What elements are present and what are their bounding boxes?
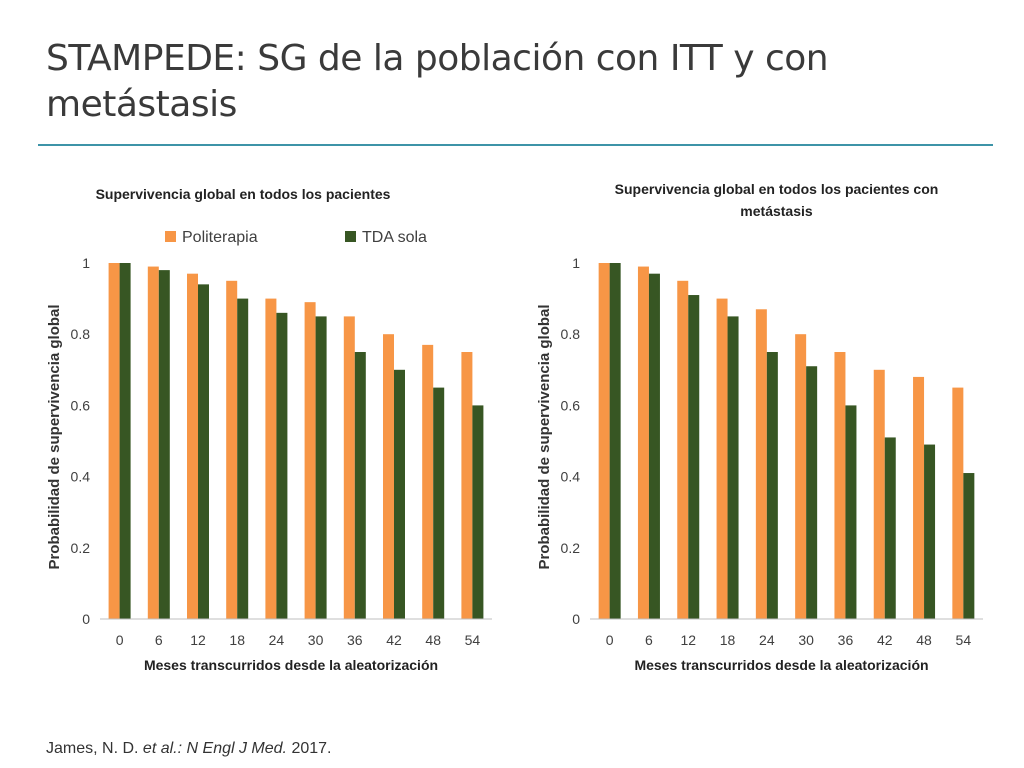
chart2-title-line1: Supervivencia global en todos los pacien… bbox=[615, 181, 939, 197]
chart1-bar-politerapia-0 bbox=[108, 263, 120, 619]
slide-title: STAMPEDE: SG de la población con ITT y c… bbox=[46, 36, 986, 128]
chart2-bar-tda-sola-0 bbox=[609, 263, 621, 619]
chart1-bar-tda-sola-30 bbox=[315, 316, 327, 619]
chart1-bar-tda-sola-36 bbox=[354, 352, 366, 619]
chart1-xtick-label: 54 bbox=[465, 632, 481, 648]
chart2-ytick-label: 0.4 bbox=[561, 469, 581, 485]
chart1-bar-tda-sola-42 bbox=[394, 369, 405, 619]
chart1-ytick-label: 0.4 bbox=[71, 469, 91, 485]
slide-title-line2: metástasis bbox=[46, 84, 237, 125]
chart2-bar-tda-sola-12 bbox=[688, 295, 700, 619]
chart2-bar-tda-sola-30 bbox=[806, 366, 818, 619]
chart2-xtick-label: 18 bbox=[720, 632, 736, 648]
chart2-bar-politerapia-36 bbox=[834, 352, 846, 619]
chart2-ytick-label: 0.6 bbox=[561, 397, 581, 413]
chart1-ytick-label: 0.2 bbox=[71, 540, 91, 556]
chart2-xlabel: Meses transcurridos desde la aleatorizac… bbox=[634, 657, 928, 673]
title-divider bbox=[38, 144, 993, 146]
chart1-legend-swatch-1 bbox=[165, 231, 176, 242]
chart1-bar-tda-sola-6 bbox=[158, 270, 170, 619]
chart1-xtick-label: 30 bbox=[308, 632, 324, 648]
chart1-bar-politerapia-42 bbox=[383, 334, 394, 619]
chart2-bar-tda-sola-24 bbox=[766, 352, 778, 619]
citation-etal: et al.: bbox=[142, 740, 183, 757]
chart1-bar-politerapia-36 bbox=[343, 316, 355, 619]
chart2-xtick-label: 6 bbox=[645, 632, 653, 648]
chart2-ylabel: Probabilidad de supervivencia global bbox=[536, 304, 553, 569]
chart2-xtick-label: 24 bbox=[759, 632, 775, 648]
chart2-bar-politerapia-18 bbox=[716, 298, 728, 619]
chart1-ytick-label: 0.8 bbox=[71, 326, 91, 342]
chart1-ytick-label: 0 bbox=[82, 611, 90, 627]
chart2-bar-politerapia-30 bbox=[795, 334, 807, 619]
chart1-xlabel: Meses transcurridos desde la aleatorizac… bbox=[144, 657, 438, 673]
chart2-xtick-label: 30 bbox=[798, 632, 814, 648]
chart1-ylabel: Probabilidad de supervivencia global bbox=[46, 304, 63, 569]
chart1-bar-politerapia-12 bbox=[187, 273, 198, 619]
chart2-ytick-label: 0.8 bbox=[561, 326, 581, 342]
chart2-bar-tda-sola-54 bbox=[963, 473, 975, 619]
chart1-bar-tda-sola-18 bbox=[237, 298, 249, 619]
chart1-bar-politerapia-18 bbox=[226, 280, 238, 619]
chart2-bar-politerapia-0 bbox=[598, 263, 610, 619]
chart2-bar-tda-sola-6 bbox=[648, 273, 660, 619]
citation-journal: N Engl J Med. bbox=[186, 740, 287, 757]
chart1-xtick-label: 12 bbox=[190, 632, 206, 648]
chart2-ytick-label: 0.2 bbox=[561, 540, 581, 556]
chart2-bar-politerapia-24 bbox=[755, 309, 767, 619]
chart1-bar-tda-sola-0 bbox=[119, 263, 131, 619]
chart2-bar-politerapia-54 bbox=[952, 387, 964, 619]
chart1-xtick-label: 24 bbox=[269, 632, 285, 648]
chart2-xtick-label: 12 bbox=[680, 632, 696, 648]
chart1-ytick-label: 0.6 bbox=[71, 397, 91, 413]
chart2-bar-politerapia-42 bbox=[873, 369, 885, 619]
chart2-title-line2: metástasis bbox=[740, 203, 813, 219]
chart2-bar-tda-sola-48 bbox=[924, 444, 936, 619]
slide-title-line1: STAMPEDE: SG de la población con ITT y c… bbox=[46, 38, 829, 79]
chart2-bar-tda-sola-36 bbox=[845, 405, 857, 619]
chart2-xtick-label: 42 bbox=[877, 632, 893, 648]
citation-authors: James, N. D. bbox=[46, 740, 139, 757]
chart1-bar-tda-sola-12 bbox=[198, 284, 209, 619]
chart2-ytick-label: 1 bbox=[572, 255, 580, 271]
chart1-xtick-label: 48 bbox=[425, 632, 441, 648]
chart2-bar-tda-sola-42 bbox=[884, 437, 896, 619]
chart2-xtick-label: 0 bbox=[606, 632, 614, 648]
chart1-xtick-label: 36 bbox=[347, 632, 363, 648]
chart1-title-line1: Supervivencia global en todos los pacien… bbox=[96, 186, 391, 202]
citation: James, N. D. et al.: N Engl J Med. 2017. bbox=[46, 740, 332, 758]
chart1-xtick-label: 0 bbox=[116, 632, 124, 648]
chart1-legend-label-2: TDA sola bbox=[362, 229, 427, 246]
chart1-legend-swatch-2 bbox=[345, 231, 356, 242]
chart2-bar-politerapia-48 bbox=[913, 376, 925, 619]
charts-canvas: Supervivencia global en todos los pacien… bbox=[46, 181, 983, 673]
chart1-legend-label-1: Politerapia bbox=[182, 229, 258, 246]
chart1-ytick-label: 1 bbox=[82, 255, 90, 271]
chart1-bar-tda-sola-24 bbox=[276, 312, 288, 619]
chart1-xtick-label: 42 bbox=[386, 632, 402, 648]
chart2-bar-politerapia-12 bbox=[677, 280, 689, 619]
chart2-xtick-label: 36 bbox=[838, 632, 854, 648]
chart1-bar-politerapia-30 bbox=[304, 302, 316, 619]
chart1-bar-politerapia-6 bbox=[147, 266, 159, 619]
chart1-bar-tda-sola-48 bbox=[433, 387, 445, 619]
chart2-bar-politerapia-6 bbox=[637, 266, 649, 619]
citation-year: 2017. bbox=[291, 740, 332, 757]
chart1-bar-politerapia-48 bbox=[422, 344, 434, 619]
chart1-xtick-label: 6 bbox=[155, 632, 163, 648]
chart1-bar-politerapia-24 bbox=[265, 298, 277, 619]
chart2-bar-tda-sola-18 bbox=[727, 316, 739, 619]
chart1-xtick-label: 18 bbox=[229, 632, 245, 648]
chart1-bar-politerapia-54 bbox=[461, 352, 473, 619]
chart1-bar-tda-sola-54 bbox=[472, 405, 484, 619]
chart2-xtick-label: 48 bbox=[916, 632, 932, 648]
chart2-xtick-label: 54 bbox=[956, 632, 972, 648]
chart2-ytick-label: 0 bbox=[572, 611, 580, 627]
